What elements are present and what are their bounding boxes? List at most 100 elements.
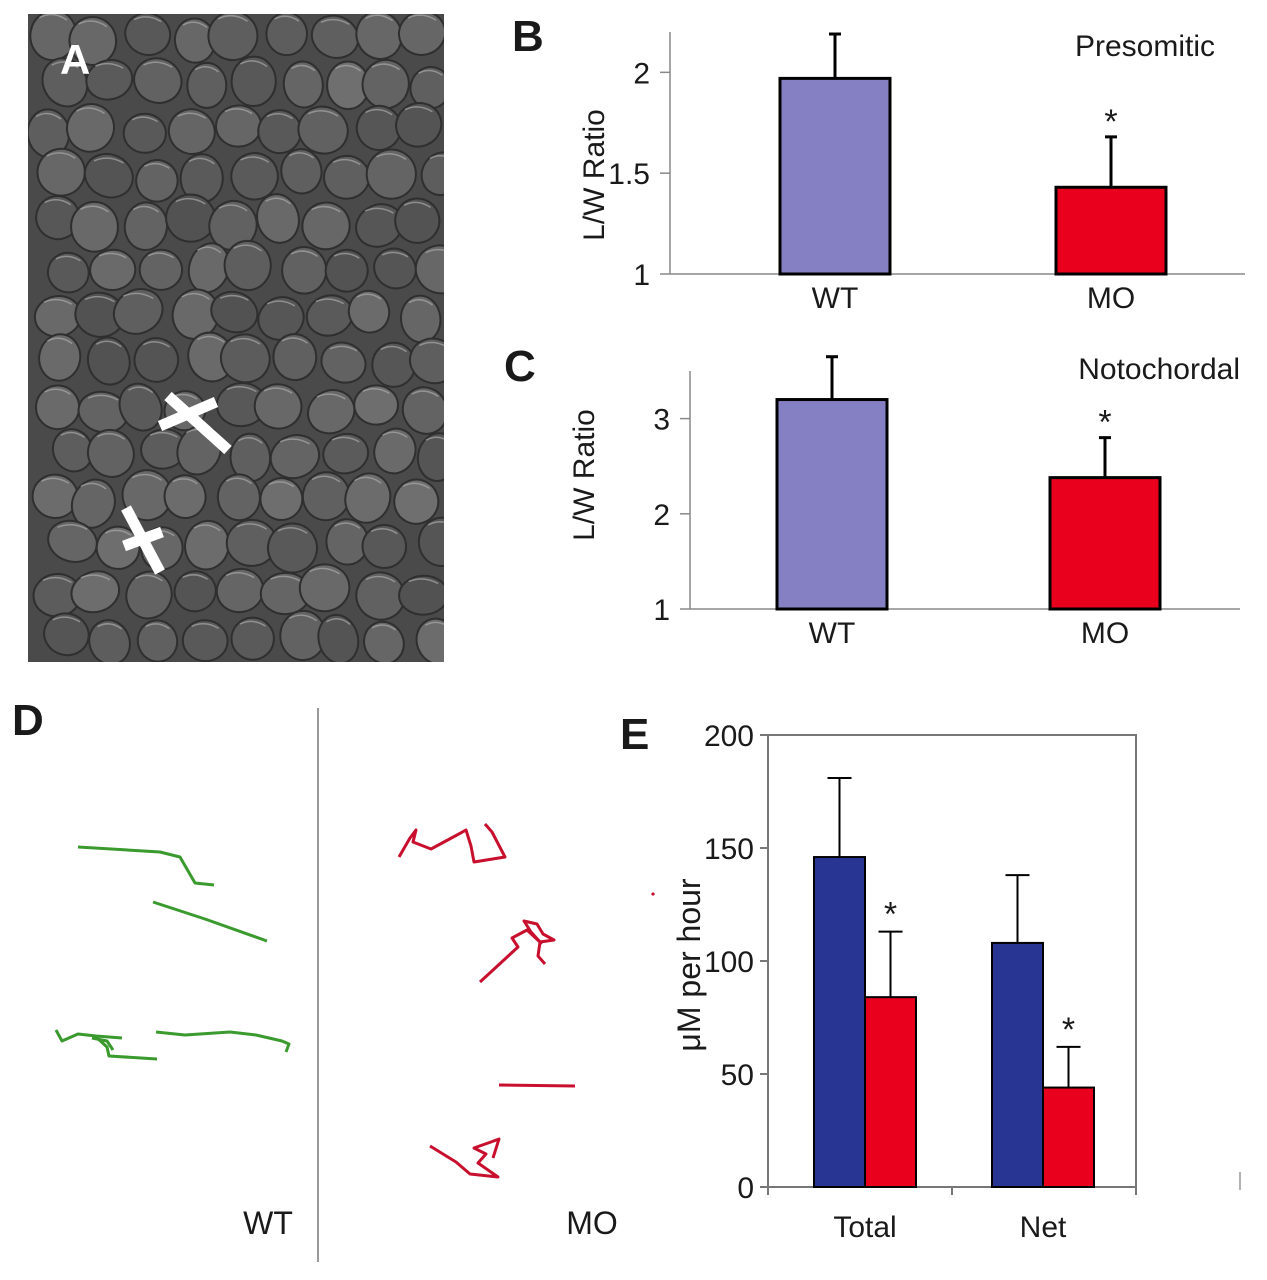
cell-highlight	[80, 205, 109, 213]
cell-highlight	[52, 616, 81, 623]
cell-highlight	[104, 529, 132, 536]
cell-highlight	[403, 201, 432, 209]
cell	[123, 201, 169, 251]
cell-highlight	[182, 574, 209, 580]
cell-highlight	[44, 199, 72, 206]
significance-marker: *	[1104, 103, 1117, 141]
cell-highlight	[44, 388, 71, 395]
cell	[85, 59, 134, 101]
cell-highlight	[371, 624, 397, 631]
cell-highlight	[230, 337, 261, 345]
x-tick-label: WT	[812, 282, 859, 315]
cell	[186, 61, 228, 109]
cell-highlight	[404, 106, 433, 113]
cell-highlight	[408, 578, 439, 585]
bar-net-series-2	[1042, 1086, 1095, 1188]
x-tick-label: MO	[1087, 282, 1135, 315]
cell-highlight	[51, 61, 79, 69]
cell	[125, 570, 173, 620]
cell-highlight	[224, 108, 253, 115]
cell-highlight	[266, 300, 296, 307]
cell-highlight	[362, 388, 390, 394]
cell	[281, 245, 328, 295]
cell-highlight	[88, 394, 119, 401]
cell	[298, 563, 351, 613]
panel-c-label: C	[504, 342, 536, 391]
cell-highlight	[311, 475, 341, 483]
cell-highlight	[268, 481, 295, 488]
cell	[133, 57, 183, 104]
cell	[373, 427, 417, 475]
cell-highlight	[95, 62, 124, 69]
cell-highlight	[370, 528, 398, 535]
cell-highlight	[331, 436, 360, 443]
bar-wt	[775, 398, 889, 611]
cell-highlight	[365, 108, 393, 116]
cell-highlight	[326, 618, 351, 625]
cell-highlight	[41, 477, 70, 484]
panel-d-label: D	[12, 696, 44, 745]
cell	[223, 239, 272, 292]
cell	[361, 523, 408, 570]
tracks-wt-label: WT	[243, 1205, 293, 1241]
presomitic-bar-chart: Presomitic L/W Ratio 1 1.5 2 WT * MO	[578, 30, 1245, 315]
wt-cell-track	[93, 1034, 158, 1061]
cell	[322, 432, 370, 475]
y-tick-label: 200	[704, 720, 754, 753]
cell-highlight	[380, 345, 407, 353]
chart-e-ylabel: μM per hour	[671, 878, 707, 1052]
cell	[138, 248, 184, 291]
cell-highlight	[133, 16, 162, 23]
cell-highlight	[147, 252, 175, 259]
x-tick-label: WT	[809, 617, 856, 650]
cell	[133, 337, 180, 383]
micrograph-image	[26, 9, 467, 666]
cell-highlight	[407, 14, 437, 21]
y-tick-label: 2	[633, 57, 650, 90]
cell-highlight	[238, 437, 263, 444]
cell-highlight	[226, 385, 257, 393]
cell	[272, 333, 318, 382]
cell	[353, 384, 400, 426]
wt-cell-track	[54, 1029, 123, 1043]
chart-c-title: Notochordal	[1078, 353, 1240, 386]
significance-marker: *	[1062, 1011, 1075, 1049]
cell	[230, 152, 279, 201]
cell-highlight	[149, 431, 178, 438]
cell-highlight	[311, 205, 341, 213]
cell	[89, 248, 137, 292]
mo-cell-track	[429, 1137, 501, 1179]
cell	[259, 477, 304, 522]
cell-highlight	[332, 158, 361, 166]
significance-marker: *	[1098, 404, 1111, 442]
cell	[269, 434, 321, 480]
cell	[124, 12, 172, 56]
cell	[95, 525, 141, 570]
bar-total-series-2	[864, 996, 917, 1188]
cell	[301, 201, 351, 251]
cell-highlight	[329, 345, 358, 352]
mo-cell-track	[498, 1083, 576, 1088]
y-tick-label: 1	[653, 594, 670, 627]
x-tick-label: MO	[1081, 617, 1129, 650]
cell-highlight	[225, 571, 255, 579]
cell-highlight	[172, 478, 198, 485]
cell-highlight	[80, 482, 107, 490]
axis-marker-upper	[157, 391, 232, 455]
cell-highlight	[80, 574, 111, 581]
panel-a-label: A	[60, 36, 91, 83]
cell-highlight	[265, 197, 291, 205]
cell-highlight	[402, 482, 430, 490]
cell	[307, 389, 356, 435]
cell-highlight	[335, 64, 362, 72]
cell-highlight	[334, 522, 361, 529]
cell	[320, 341, 367, 384]
mo-cell-track	[397, 823, 507, 864]
cell-highlight	[382, 431, 408, 439]
cell	[324, 248, 369, 293]
cell	[267, 522, 318, 574]
cell	[253, 383, 303, 430]
cell	[135, 159, 179, 203]
cell-highlight	[316, 393, 346, 400]
cell	[230, 616, 275, 661]
